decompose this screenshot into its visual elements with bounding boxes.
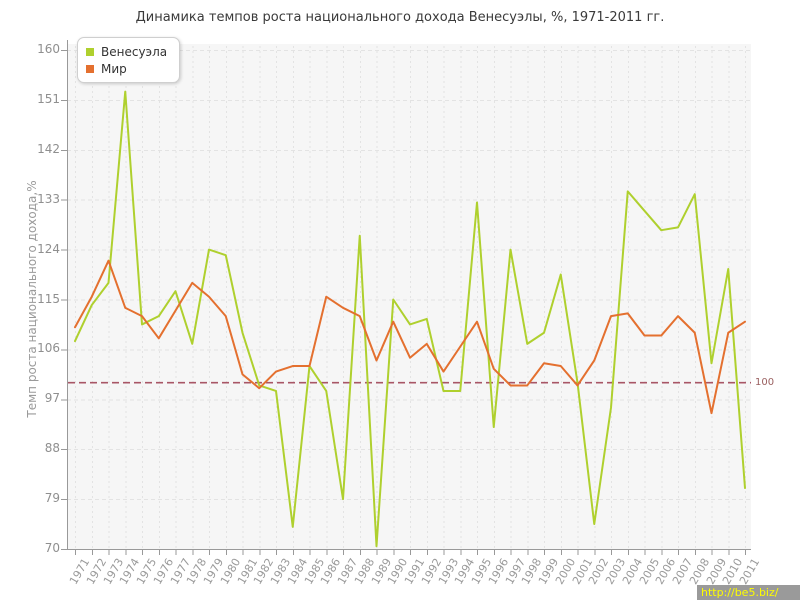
- legend-item-label: Венесуэла: [101, 44, 168, 59]
- series-line-venezuela: [74, 90, 746, 548]
- chart-title: Динамика темпов роста национального дохо…: [135, 10, 665, 25]
- y-tick-label: 151: [37, 91, 60, 106]
- legend-box: Венесуэла Мир: [77, 37, 181, 83]
- legend-item-label: Мир: [101, 61, 127, 76]
- y-tick-label: 115: [37, 291, 60, 306]
- y-tick-label: 133: [37, 191, 60, 206]
- y-tick-label: 88: [44, 441, 60, 456]
- y-tick-label: 70: [44, 541, 60, 555]
- y-tick-label: 79: [44, 491, 60, 506]
- plot-background: [67, 44, 751, 549]
- legend-swatch-icon: [86, 64, 94, 73]
- baseline-value-label: 100: [755, 377, 775, 388]
- y-tick-label: 160: [37, 42, 60, 56]
- y-tick-label: 142: [37, 141, 60, 156]
- y-tick-label: 106: [37, 341, 60, 356]
- legend-item-world[interactable]: Мир: [86, 60, 167, 77]
- legend-swatch-icon: [86, 47, 94, 56]
- legend-item-venezuela[interactable]: Венесуэла: [86, 43, 167, 60]
- watermark-link[interactable]: http://be5.biz/: [697, 585, 800, 600]
- y-tick-label: 124: [37, 241, 60, 256]
- y-tick-label: 97: [44, 391, 60, 406]
- series-line-world: [74, 259, 746, 415]
